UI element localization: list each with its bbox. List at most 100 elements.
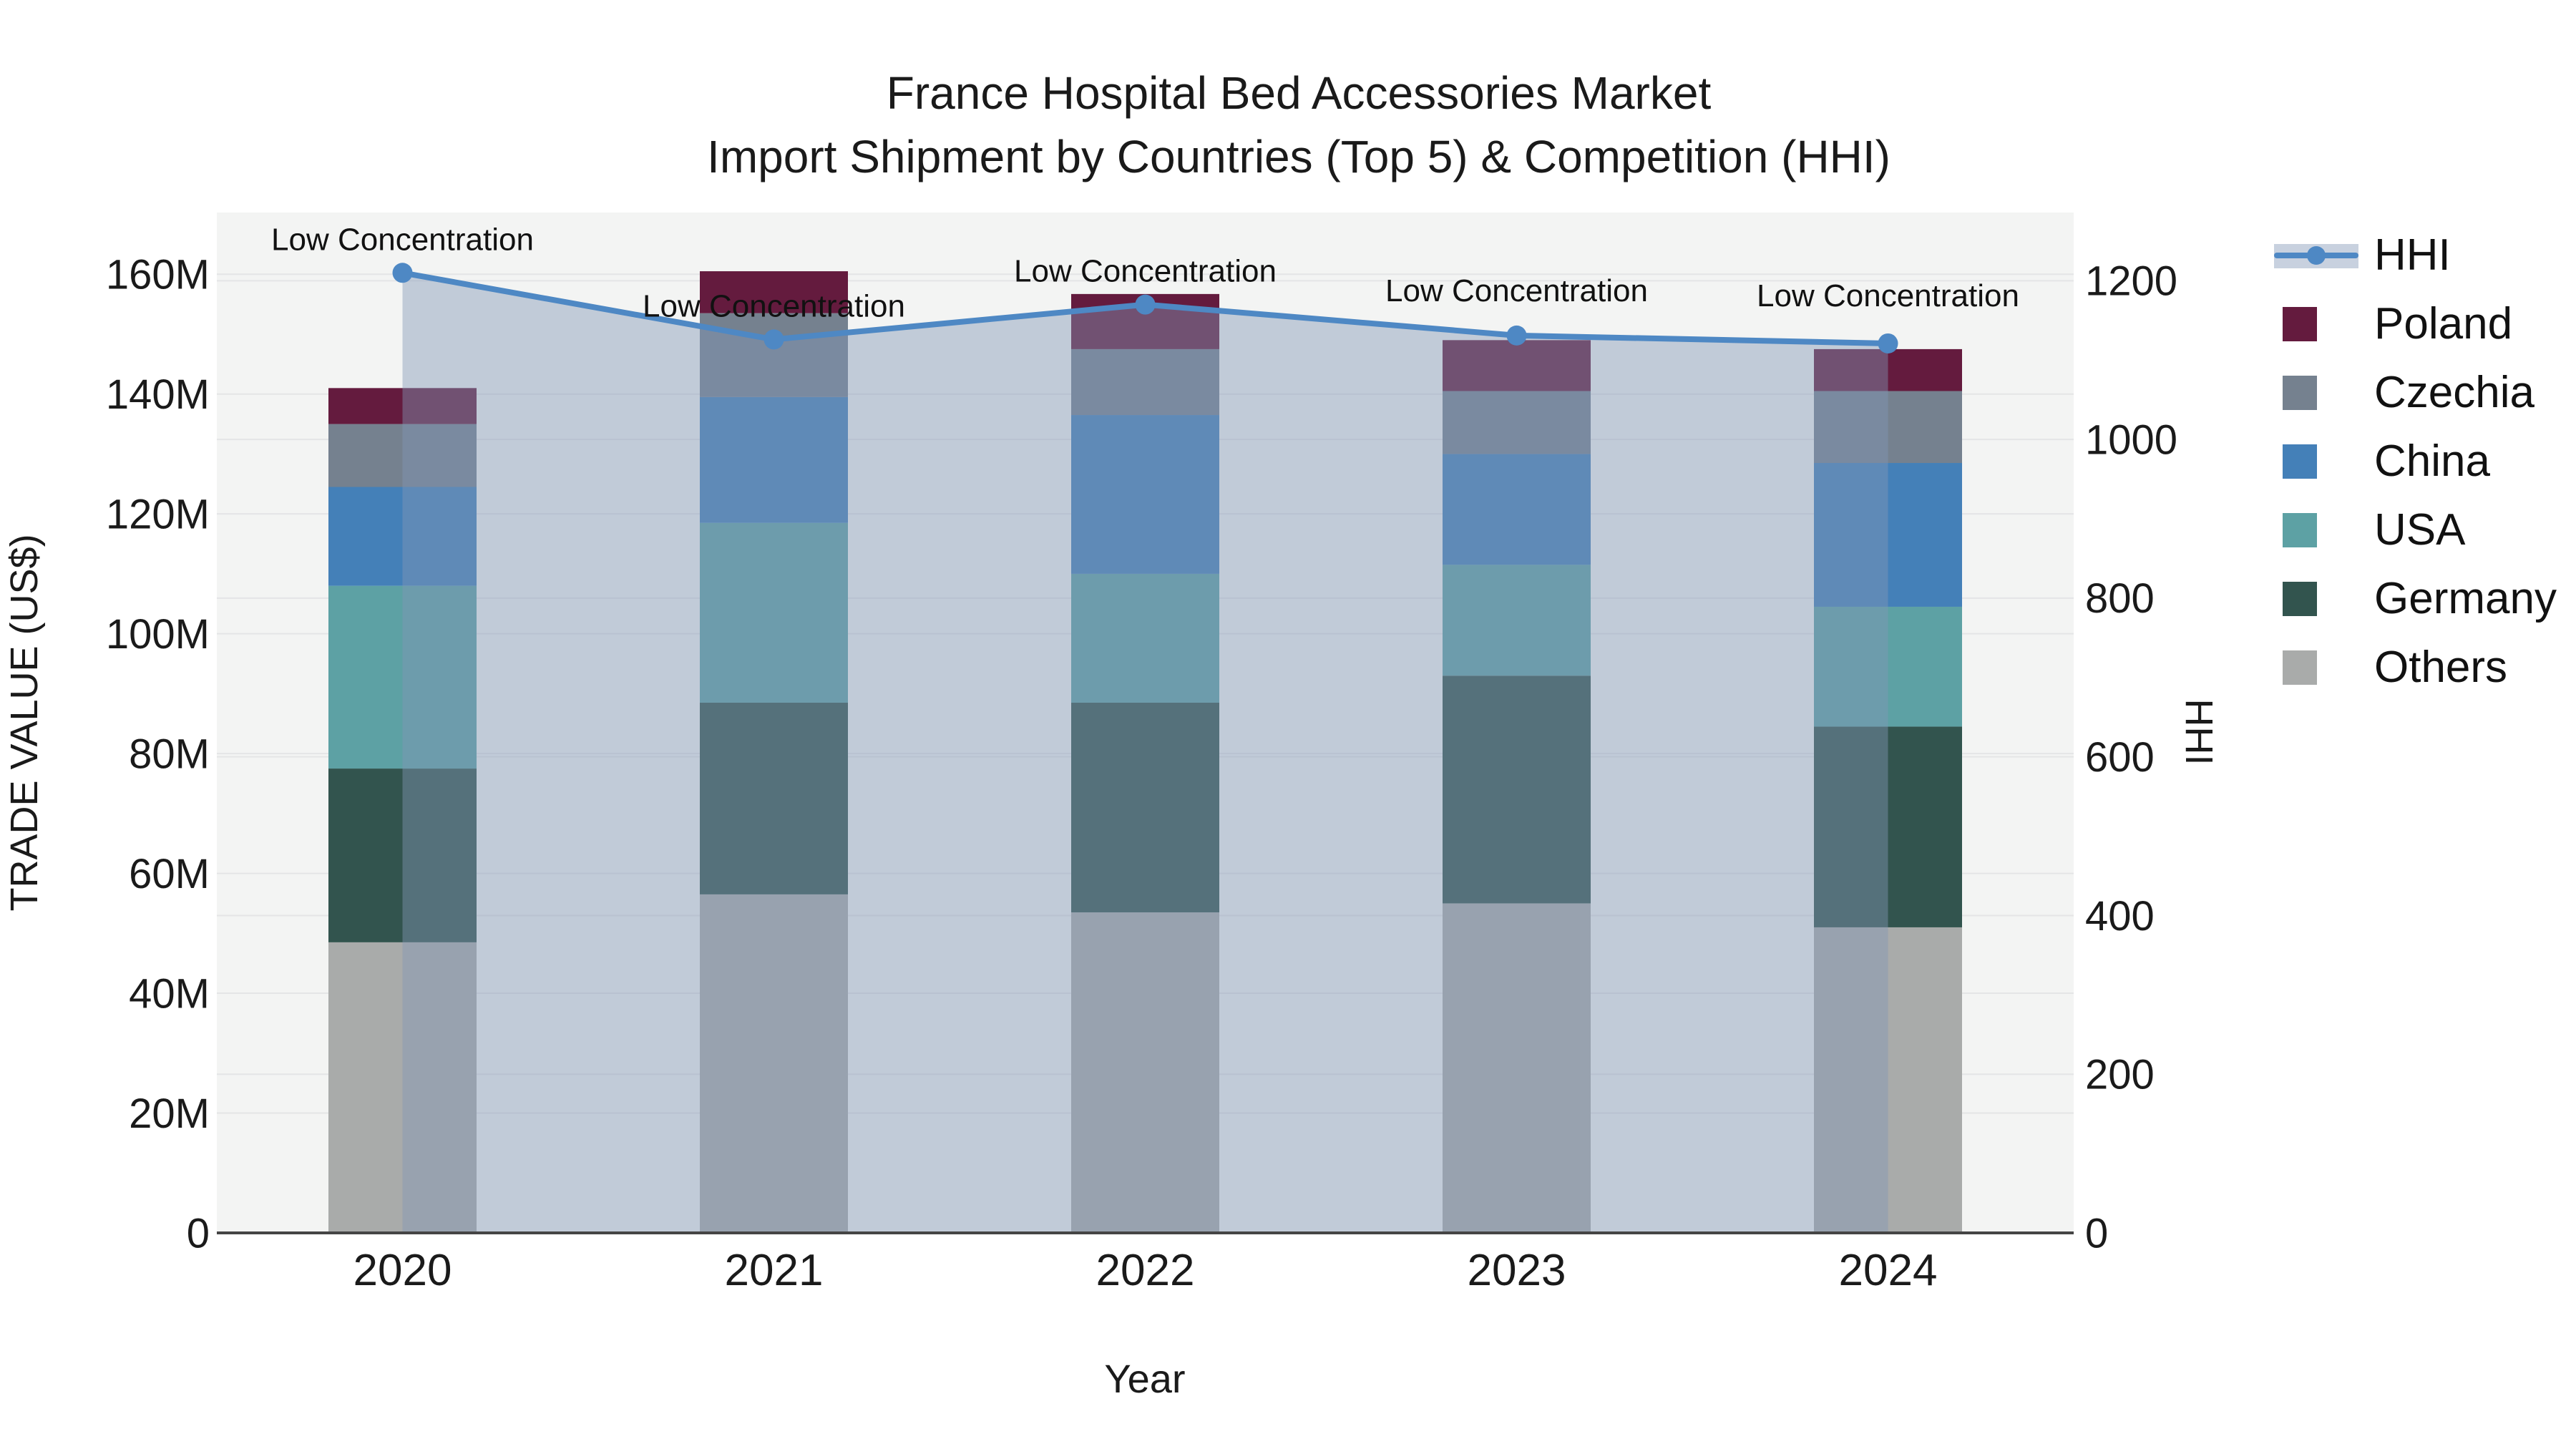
left-axis-tick-100M: 100M — [106, 611, 210, 658]
bar-segment-germany-2023[interactable] — [1443, 675, 1591, 904]
bar-segment-poland-2023[interactable] — [1443, 340, 1591, 391]
chart-title-line-2: Import Shipment by Countries (Top 5) & C… — [707, 131, 1890, 182]
hhi-line-swatch-icon — [2274, 240, 2358, 271]
bar-segment-usa-2024[interactable] — [1814, 606, 1962, 727]
hhi-area-layer — [402, 273, 1888, 1234]
bar-segment-others-2023[interactable] — [1443, 903, 1591, 1233]
bar-segment-usa-2023[interactable] — [1443, 565, 1591, 676]
left-axis-tick-60M: 60M — [129, 851, 210, 897]
hhi-marker-2020[interactable] — [392, 263, 413, 283]
legend-label-others: Others — [2374, 643, 2508, 692]
legend-swatch-wrap — [2274, 582, 2358, 616]
bar-segment-czechia-2020[interactable] — [328, 424, 477, 487]
bar-segment-usa-2021[interactable] — [700, 522, 848, 703]
legend-item-poland[interactable]: Poland — [2274, 299, 2557, 349]
legend-item-czechia[interactable]: Czechia — [2274, 368, 2557, 418]
left-axis-tick-160M: 160M — [106, 252, 210, 298]
legend-swatch-wrap — [2274, 376, 2358, 410]
left-axis-tick-40M: 40M — [129, 970, 210, 1017]
legend-label-china: China — [2374, 436, 2490, 486]
legend-color-swatch-others — [2283, 650, 2317, 685]
bars-layer — [328, 271, 1962, 1233]
legend-item-hhi[interactable]: HHI — [2274, 230, 2557, 280]
bar-segment-germany-2020[interactable] — [328, 769, 477, 942]
hhi-marker-2023[interactable] — [1506, 325, 1527, 346]
bar-2023 — [1443, 340, 1591, 1233]
bar-segment-poland-2021[interactable] — [700, 271, 848, 313]
hhi-line-layer — [392, 263, 1898, 353]
legend-swatch-wrap — [2274, 513, 2358, 547]
bar-segment-czechia-2022[interactable] — [1071, 348, 1219, 416]
bar-segment-china-2023[interactable] — [1443, 454, 1591, 565]
x-axis-title: Year — [1104, 1356, 1185, 1401]
bar-segment-germany-2022[interactable] — [1071, 702, 1219, 913]
bar-segment-china-2024[interactable] — [1814, 463, 1962, 607]
x-axis-tick-2020: 2020 — [353, 1246, 452, 1295]
hhi-marker-2021[interactable] — [763, 329, 784, 350]
hhi-marker-swatch — [2307, 246, 2326, 265]
bar-2024 — [1814, 348, 1962, 1233]
legend-label-germany: Germany — [2374, 574, 2557, 623]
legend-label-poland: Poland — [2374, 299, 2513, 348]
bar-segment-china-2020[interactable] — [328, 487, 477, 586]
bar-segment-china-2022[interactable] — [1071, 415, 1219, 574]
chart-legend: HHI Poland Czechia China USA Germany Others — [2274, 230, 2557, 693]
axes-layer: 0 20M 40M 60M 80M 100M 120M 140M 160M 0 200 400 600 8… — [106, 252, 2177, 1295]
right-axis-title: HHI — [2177, 699, 2220, 766]
bar-segment-others-2020[interactable] — [328, 942, 477, 1233]
bar-segment-usa-2022[interactable] — [1071, 573, 1219, 703]
right-axis-tick-800: 800 — [2085, 575, 2155, 622]
legend-swatch-wrap — [2274, 307, 2358, 341]
annotation-2022: Low Concentration — [1014, 254, 1277, 289]
legend-swatch-wrap — [2274, 240, 2358, 271]
hhi-marker-2022[interactable] — [1135, 294, 1156, 315]
annotation-2024: Low Concentration — [1757, 278, 2019, 313]
bar-segment-others-2021[interactable] — [700, 894, 848, 1233]
bar-segment-germany-2021[interactable] — [700, 702, 848, 894]
legend-color-swatch-germany — [2283, 582, 2317, 616]
hhi-area-fill — [402, 273, 1888, 1234]
legend-color-swatch-poland — [2283, 307, 2317, 341]
legend-swatch-wrap — [2274, 444, 2358, 479]
right-axis-tick-400: 400 — [2085, 893, 2155, 940]
bar-segment-czechia-2021[interactable] — [700, 313, 848, 397]
bar-2020 — [328, 388, 477, 1233]
bar-segment-others-2022[interactable] — [1071, 912, 1219, 1233]
bar-segment-china-2021[interactable] — [700, 396, 848, 523]
left-axis-title: TRADE VALUE (US$) — [3, 534, 46, 911]
x-axis-tick-2022: 2022 — [1096, 1246, 1195, 1295]
annotation-2021: Low Concentration — [643, 288, 905, 323]
bar-segment-germany-2024[interactable] — [1814, 726, 1962, 927]
legend-item-usa[interactable]: USA — [2274, 505, 2557, 555]
annotations-layer: Low Concentration Low Concentration Low Co… — [271, 222, 2019, 323]
bar-segment-czechia-2023[interactable] — [1443, 391, 1591, 454]
bar-segment-poland-2024[interactable] — [1814, 348, 1962, 391]
legend-color-swatch-czechia — [2283, 376, 2317, 410]
hhi-marker-2024[interactable] — [1878, 333, 1898, 353]
bar-segment-usa-2020[interactable] — [328, 585, 477, 769]
legend-item-china[interactable]: China — [2274, 436, 2557, 487]
right-axis-tick-600: 600 — [2085, 734, 2155, 781]
legend-item-germany[interactable]: Germany — [2274, 574, 2557, 624]
legend-label-hhi: HHI — [2374, 230, 2451, 280]
legend-item-others[interactable]: Others — [2274, 643, 2557, 693]
legend-label-czechia: Czechia — [2374, 368, 2534, 417]
right-axis-tick-0: 0 — [2085, 1210, 2108, 1257]
left-axis-tick-0: 0 — [187, 1210, 210, 1257]
right-axis-tick-1200: 1200 — [2085, 258, 2177, 305]
right-axis-tick-200: 200 — [2085, 1052, 2155, 1098]
x-axis-tick-2024: 2024 — [1839, 1246, 1938, 1295]
bar-segment-others-2024[interactable] — [1814, 927, 1962, 1233]
bar-segment-czechia-2024[interactable] — [1814, 391, 1962, 464]
x-axis-tick-2023: 2023 — [1468, 1246, 1566, 1295]
legend-color-swatch-china — [2283, 444, 2317, 479]
bar-segment-poland-2020[interactable] — [328, 388, 477, 424]
annotation-2020: Low Concentration — [271, 222, 534, 257]
chart-title-line-1: France Hospital Bed Accessories Market — [887, 67, 1712, 119]
left-axis-tick-120M: 120M — [106, 491, 210, 537]
legend-label-usa: USA — [2374, 505, 2466, 555]
left-axis-tick-140M: 140M — [106, 371, 210, 418]
left-axis-tick-20M: 20M — [129, 1091, 210, 1137]
